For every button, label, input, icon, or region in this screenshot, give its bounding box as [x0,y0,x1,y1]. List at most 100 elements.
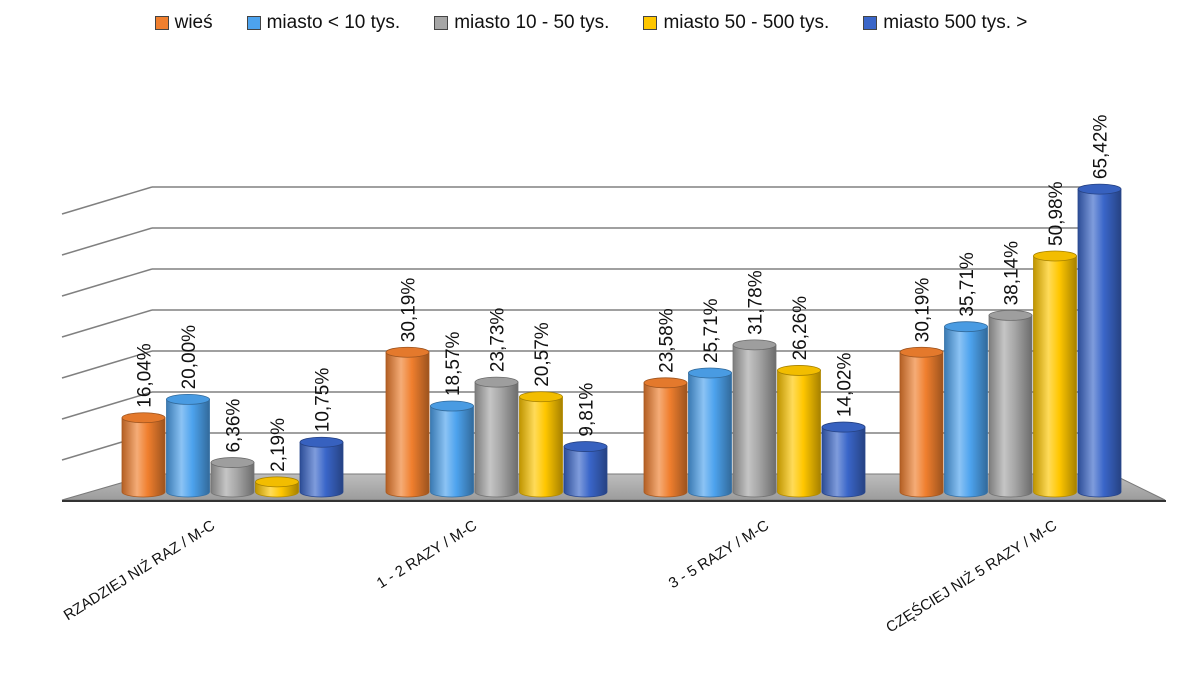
legend-item: miasto < 10 tys. [246,12,401,34]
data-label: 18,57% [443,331,464,396]
bar-body [121,417,166,498]
bar-top [166,393,210,405]
bar-top [385,346,430,358]
gridline-side [61,391,153,420]
data-label: 20,00% [179,325,200,390]
bar-top [255,476,299,488]
bar [988,310,1033,498]
bar-body [988,315,1033,498]
data-label: 6,36% [224,399,245,453]
legend-swatch [643,16,658,30]
bar-body [1033,255,1077,498]
data-label: 20,57% [532,322,553,387]
bar [255,476,299,498]
data-label: 30,19% [399,278,420,343]
bar-group [121,393,344,498]
bar-top [688,367,732,379]
legend-label: miasto 500 tys. > [883,12,1028,33]
bar-group [899,183,1122,498]
data-label: 23,73% [488,308,509,373]
data-label: 14,02% [835,353,856,418]
data-label: 25,71% [701,298,722,363]
bar-top [1033,250,1077,262]
legend-label: wieś [174,12,213,33]
data-label: 2,19% [268,418,289,472]
bar-body [1077,188,1122,498]
bar [944,321,988,498]
gridlines [61,186,1112,461]
legend-item: wieś [154,12,213,34]
bars [121,183,1122,498]
bar [777,365,821,498]
bar [210,457,255,498]
bar-top [563,441,608,452]
gridline-side [61,268,153,297]
bar [563,441,608,498]
bar-top [643,377,688,389]
data-label: 65,42% [1091,115,1112,180]
legend-item: miasto 500 tys. > [863,12,1027,34]
category-labels: RZADZIEJ NIŻ RAZ / M-C 1 - 2 RAZY / M-C 3 … [60,516,1060,636]
bar-top [474,376,519,388]
gridline-side [61,186,153,215]
bar [821,421,866,498]
data-label: 16,04% [135,343,156,408]
data-label: 9,81% [577,383,598,437]
bar-group [643,339,866,498]
bar [1077,183,1122,498]
data-label: 23,58% [657,308,678,373]
bar [899,346,944,498]
bar-body [430,405,474,498]
category-label: CZĘŚCIEJ NIŻ 5 RAZY / M-C [883,516,1061,636]
bar-top [430,400,474,412]
legend-label: miasto < 10 tys. [266,12,401,33]
bar-body [166,399,210,498]
legend-swatch [434,16,449,30]
category-label: 3 - 5 RAZY / M-C [666,517,772,592]
bar-group [385,346,608,498]
bar-body [299,441,344,498]
bar-body [385,351,430,498]
bar [1033,250,1077,498]
legend-swatch [863,16,878,30]
bar [121,412,166,498]
data-label: 30,19% [913,278,934,343]
legend-label: miasto 10 - 50 tys. [454,12,610,33]
bar-body [519,396,563,498]
data-label: 26,26% [790,296,811,361]
bar-body [210,462,255,498]
bar-body [821,426,866,498]
bar-body [688,372,732,498]
bar-top [121,412,166,424]
bar-top [988,310,1033,321]
bar [474,376,519,498]
bar [732,339,777,498]
gridline-side [61,227,153,256]
legend-swatch [246,16,261,30]
data-labels: 16,04% 20,00% 6,36% 2,19% 10,75% 30,19% 18,57%… [135,115,1112,472]
data-label: 10,75% [313,368,334,433]
category-label: RZADZIEJ NIŻ RAZ / M-C [60,516,218,624]
legend-item: miasto 50 - 500 tys. [643,12,829,34]
bar-top [944,321,988,333]
legend-swatch [154,16,169,30]
bar-top [732,339,777,351]
bar-body [474,381,519,498]
bar-body [944,326,988,498]
legend-item: miasto 10 - 50 tys. [434,12,609,34]
bar-top [899,346,944,358]
bar [519,391,563,498]
bar [166,393,210,498]
bar [299,436,344,498]
bar-body [777,370,821,498]
gridline-side [61,309,153,338]
chart-legend: wieś miasto < 10 tys. miasto 10 - 50 tys. m… [0,8,1182,38]
bar [385,346,430,498]
bar-top [519,391,563,403]
bar-body [563,446,608,498]
gridline-side [61,350,153,379]
bar-body [643,382,688,498]
bar-body [899,351,944,498]
legend-label: miasto 50 - 500 tys. [663,12,830,33]
